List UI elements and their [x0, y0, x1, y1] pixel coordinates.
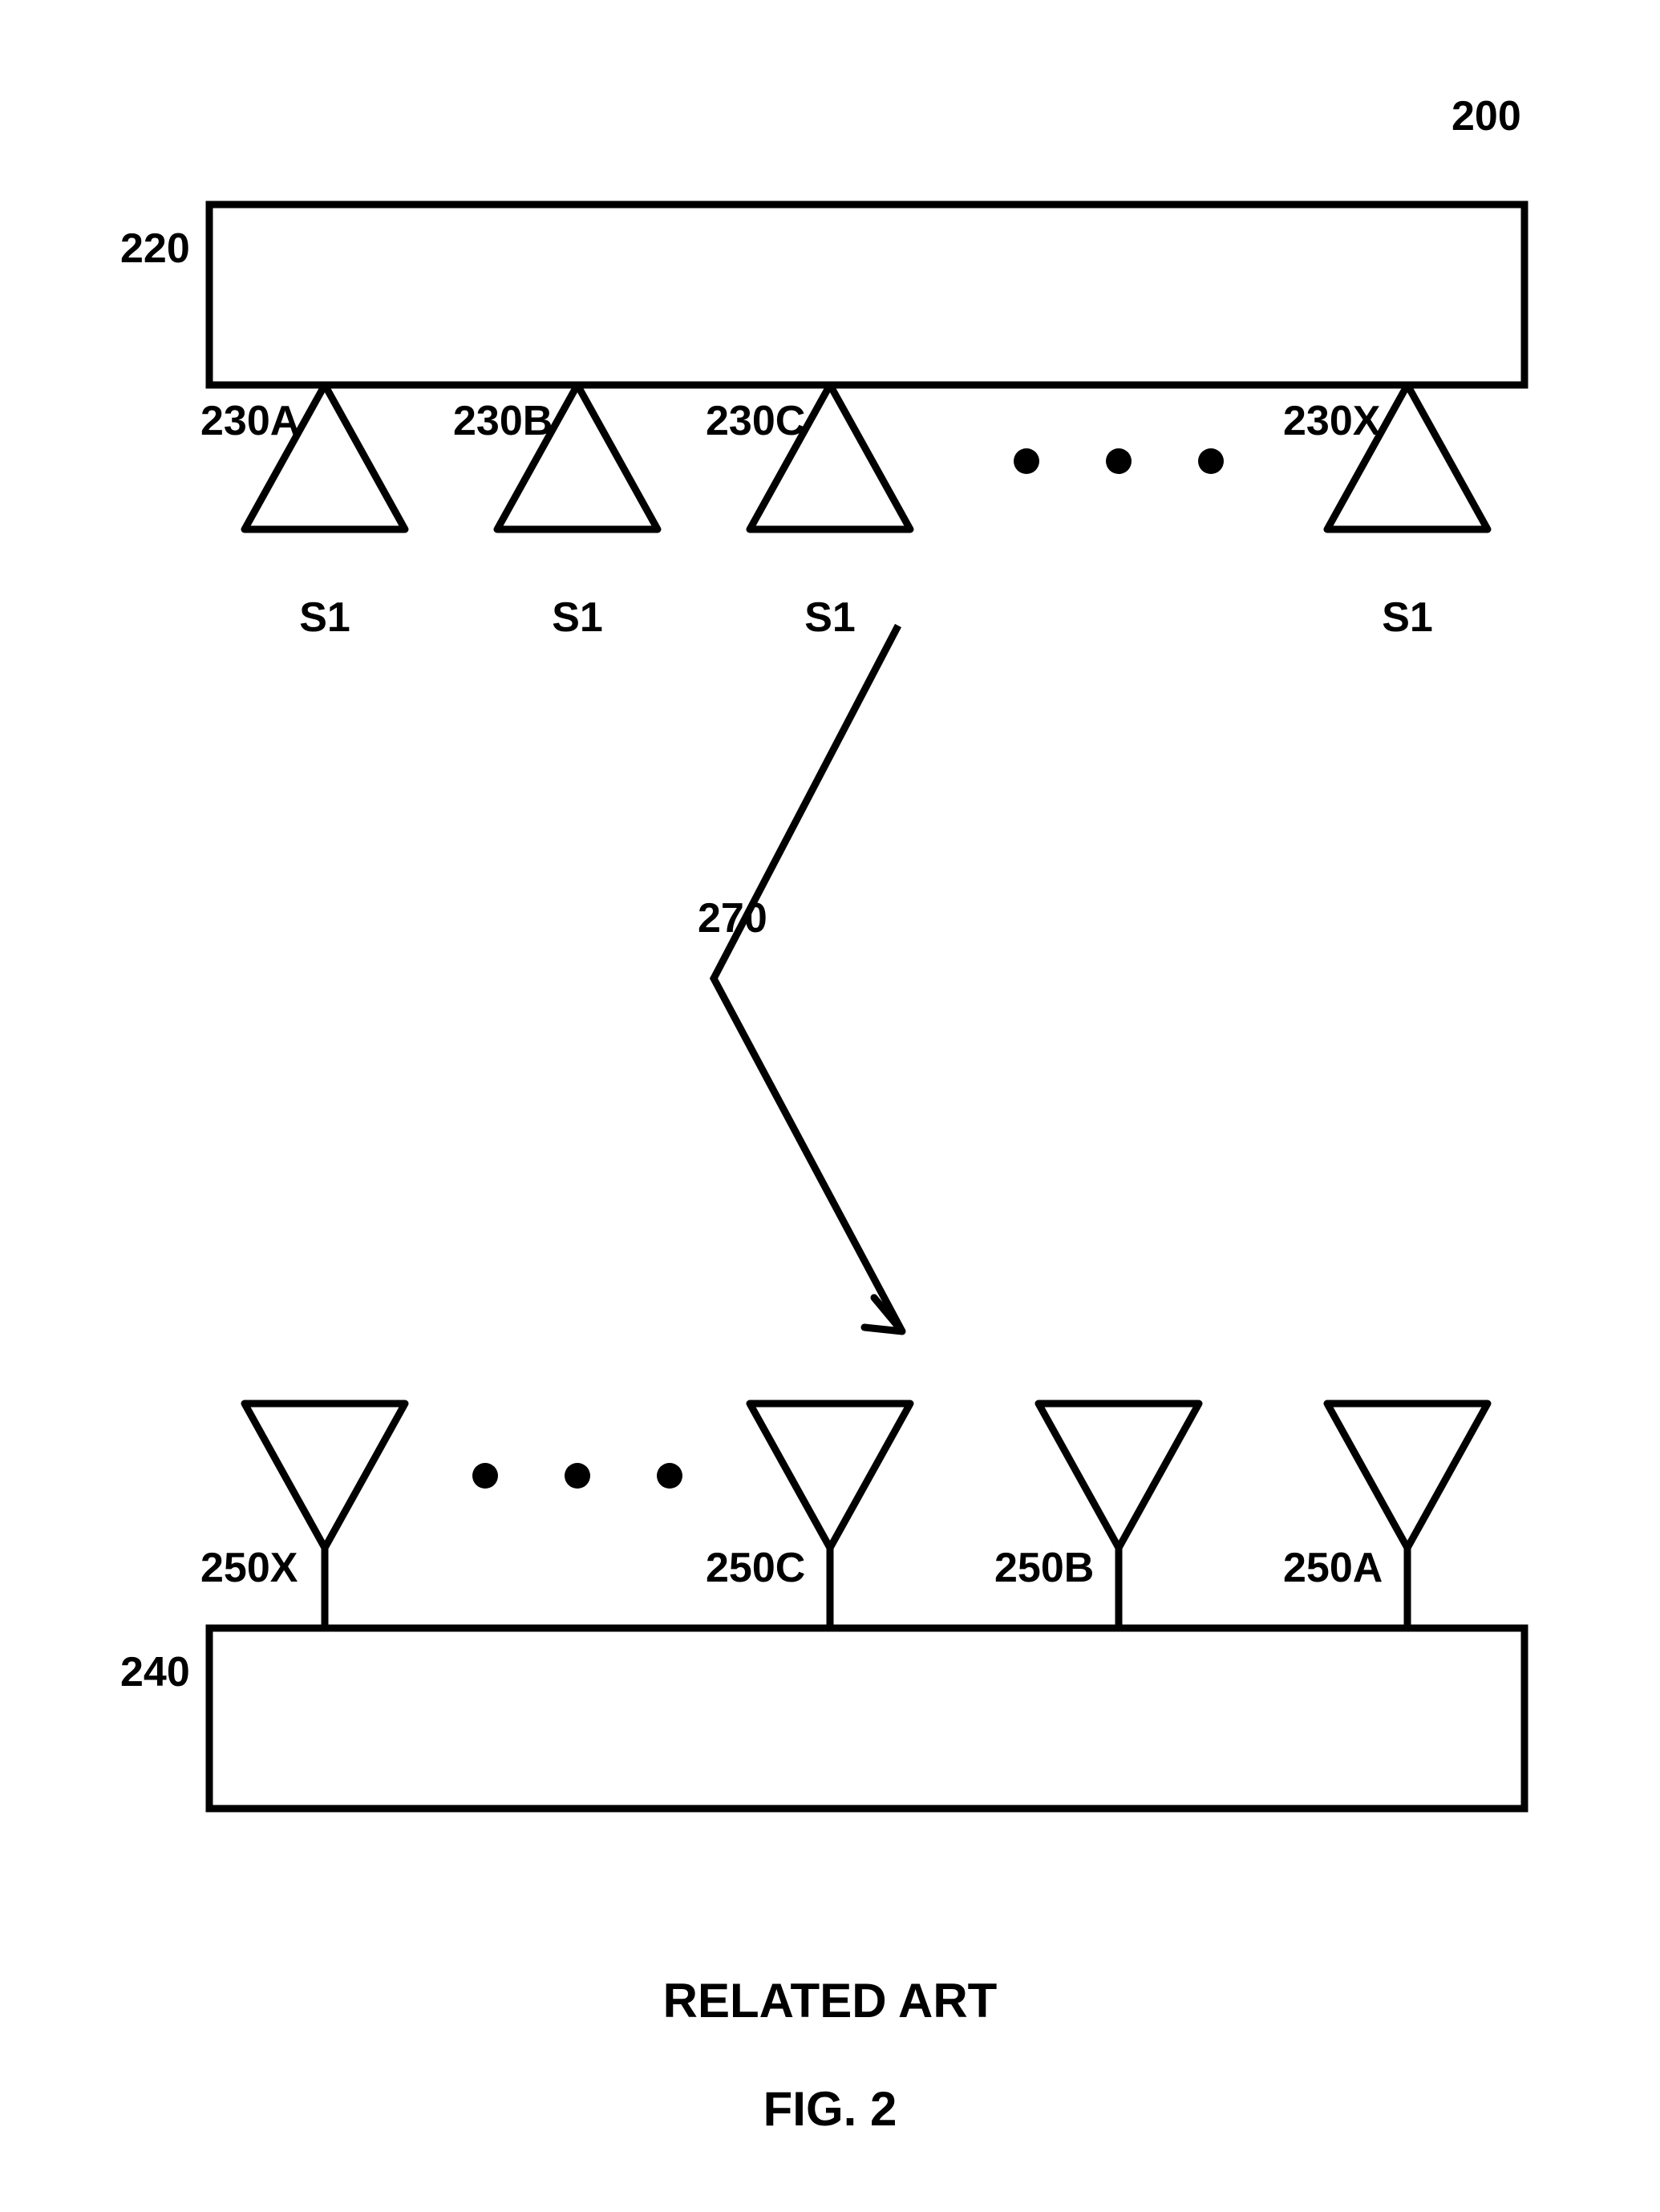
top-ellipsis-dot-0	[1014, 448, 1039, 474]
top-block-rect	[209, 205, 1524, 385]
rx-ref-label-2: 250B	[994, 1544, 1094, 1592]
figure-number-label: FIG. 2	[763, 2081, 897, 2137]
tx-signal-label-2: S1	[804, 594, 856, 642]
tx-signal-label-1: S1	[552, 594, 603, 642]
tx-ref-label-1: 230B	[453, 397, 553, 445]
tx-ref-label-3: 230X	[1283, 397, 1380, 445]
top-ellipsis-dot-1	[1106, 448, 1132, 474]
tx-signal-label-3: S1	[1382, 594, 1433, 642]
related-art-label: RELATED ART	[663, 1973, 998, 2028]
arrow-label: 270	[698, 894, 767, 942]
bottom-ellipsis-dot-2	[657, 1463, 682, 1489]
rx-antenna-triangle-1	[750, 1404, 910, 1548]
rx-ref-label-1: 250C	[706, 1544, 805, 1592]
tx-signal-label-0: S1	[299, 594, 350, 642]
bottom-ellipsis-dot-0	[472, 1463, 498, 1489]
rx-antenna-triangle-2	[1039, 1404, 1199, 1548]
tx-ref-label-2: 230C	[706, 397, 805, 445]
rx-antenna-triangle-3	[1327, 1404, 1488, 1548]
bottom-block-label: 240	[120, 1648, 190, 1696]
figure-id-label: 200	[1451, 92, 1521, 140]
rx-ref-label-0: 250X	[200, 1544, 298, 1592]
rx-ref-label-3: 250A	[1283, 1544, 1383, 1592]
top-ellipsis-dot-2	[1198, 448, 1224, 474]
bottom-block-rect	[209, 1628, 1524, 1809]
signal-path-arrow	[714, 626, 902, 1331]
top-block-label: 220	[120, 225, 190, 273]
bottom-ellipsis-dot-1	[565, 1463, 590, 1489]
rx-antenna-triangle-0	[245, 1404, 405, 1548]
tx-ref-label-0: 230A	[200, 397, 300, 445]
